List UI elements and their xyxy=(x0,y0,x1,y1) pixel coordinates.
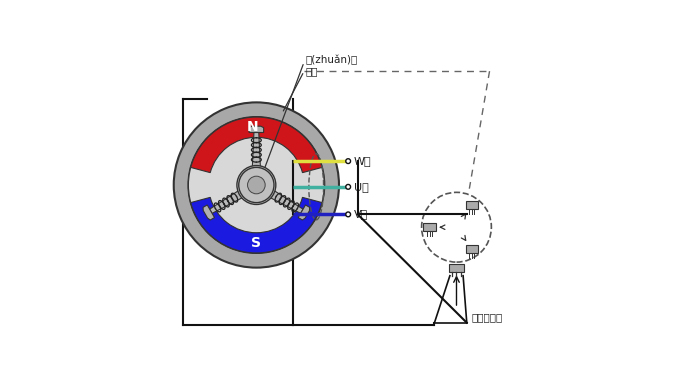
Bar xyxy=(424,223,436,231)
Polygon shape xyxy=(252,132,260,167)
Text: S: S xyxy=(251,236,261,250)
Circle shape xyxy=(188,117,324,253)
Polygon shape xyxy=(298,205,309,220)
Text: W相: W相 xyxy=(354,156,371,166)
Bar xyxy=(466,245,478,253)
Text: 定子: 定子 xyxy=(306,66,318,76)
Polygon shape xyxy=(249,126,264,132)
Circle shape xyxy=(346,159,351,164)
Wedge shape xyxy=(190,197,322,253)
Bar xyxy=(466,201,478,209)
Bar xyxy=(449,264,464,272)
Text: N: N xyxy=(247,120,258,134)
Circle shape xyxy=(237,165,276,205)
Circle shape xyxy=(248,176,265,194)
Polygon shape xyxy=(210,190,243,213)
Wedge shape xyxy=(174,102,339,268)
Circle shape xyxy=(346,185,351,189)
Circle shape xyxy=(346,212,351,217)
Wedge shape xyxy=(190,117,322,173)
Text: 轉(zhuǎn)子: 轉(zhuǎn)子 xyxy=(306,55,358,65)
Text: 位置傳感器: 位置傳感器 xyxy=(471,312,503,322)
Text: U相: U相 xyxy=(354,182,368,192)
Polygon shape xyxy=(270,190,303,213)
Polygon shape xyxy=(203,205,214,220)
Circle shape xyxy=(239,167,274,203)
Text: V相: V相 xyxy=(354,209,368,219)
